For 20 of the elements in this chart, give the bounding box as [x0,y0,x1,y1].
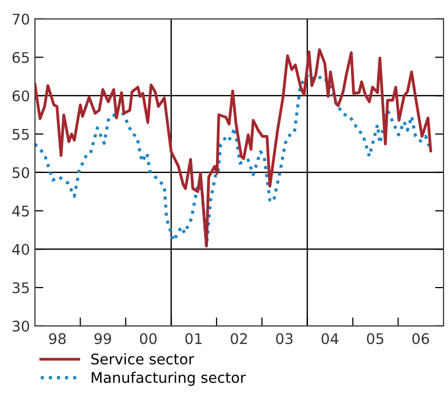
y-tick-label: 40 [12,244,30,255]
x-tick-label: 06 [412,333,430,344]
y-tick-label: 45 [12,206,29,217]
legend-label: Manufacturing sector [92,372,246,386]
x-tick-label: 04 [322,333,338,344]
x-tick-label: 01 [185,333,202,344]
x-tick-label: 02 [230,333,247,344]
x-tick-label: 98 [49,333,66,344]
x-tick-label: 05 [366,333,384,344]
x-tick-label: 00 [140,333,157,344]
y-tick-label: 35 [12,282,29,294]
x-tick-label: 03 [276,333,293,344]
y-tick-label: 50 [12,167,30,178]
y-tick-label: 30 [12,320,30,332]
x-tick-label: 99 [94,333,112,344]
legend-label: Service sector [91,353,194,365]
y-tick-label: 70 [12,14,30,25]
y-tick-label: 65 [12,52,29,64]
y-tick-label: 60 [12,90,30,102]
y-tick-label: 55 [12,128,29,140]
